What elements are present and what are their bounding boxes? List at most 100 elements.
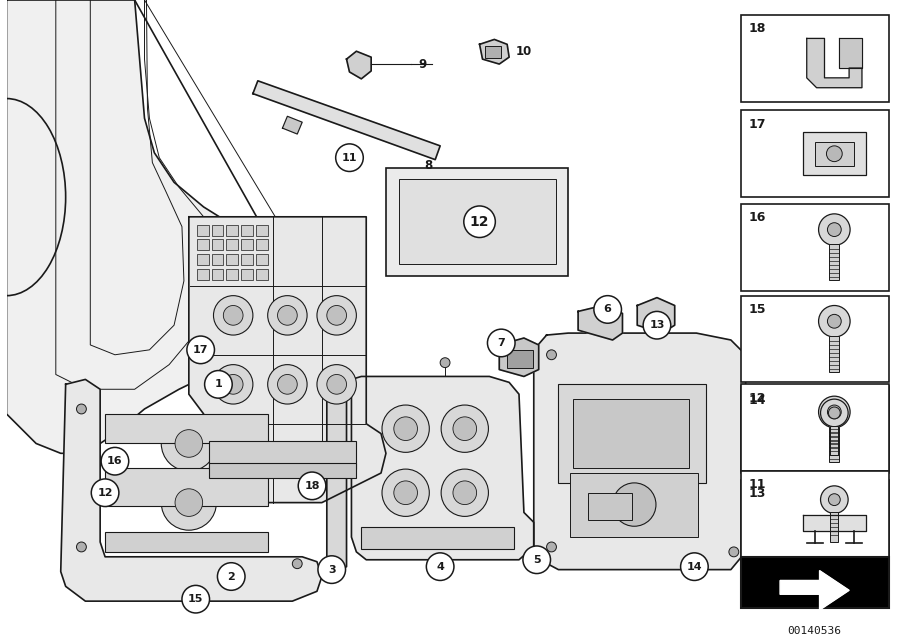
Circle shape: [218, 563, 245, 590]
Circle shape: [644, 312, 670, 339]
Polygon shape: [780, 570, 849, 610]
Polygon shape: [352, 377, 534, 560]
Bar: [241, 269, 253, 280]
Circle shape: [267, 296, 307, 335]
Bar: [209, 463, 356, 478]
Circle shape: [292, 559, 302, 569]
Circle shape: [523, 546, 551, 574]
Text: 13: 13: [649, 320, 664, 330]
Text: 2: 2: [228, 572, 235, 581]
Polygon shape: [637, 298, 675, 333]
Polygon shape: [803, 515, 866, 531]
Bar: [212, 240, 223, 251]
Polygon shape: [189, 217, 386, 502]
Circle shape: [440, 357, 450, 368]
Bar: [741, 480, 888, 567]
Bar: [212, 269, 223, 280]
Circle shape: [453, 481, 477, 504]
Bar: [831, 513, 838, 542]
Bar: [830, 427, 840, 462]
Polygon shape: [840, 38, 862, 68]
Text: 3: 3: [328, 565, 336, 574]
Polygon shape: [806, 38, 862, 88]
Text: 10: 10: [516, 45, 532, 58]
Text: 16: 16: [107, 456, 122, 466]
Circle shape: [827, 405, 842, 419]
Bar: [803, 132, 866, 176]
Circle shape: [277, 305, 297, 325]
Circle shape: [441, 405, 489, 452]
Circle shape: [394, 417, 418, 441]
Text: 18: 18: [749, 22, 766, 35]
Circle shape: [819, 396, 850, 427]
Circle shape: [594, 296, 622, 323]
Polygon shape: [283, 116, 302, 134]
Bar: [241, 225, 253, 235]
Text: 12: 12: [97, 488, 112, 498]
Circle shape: [213, 296, 253, 335]
Circle shape: [175, 489, 202, 516]
Polygon shape: [253, 81, 440, 160]
Bar: [256, 240, 267, 251]
Bar: [209, 441, 356, 469]
Circle shape: [821, 486, 848, 513]
Circle shape: [161, 416, 216, 471]
Text: 17: 17: [193, 345, 209, 355]
Bar: [830, 244, 840, 280]
Polygon shape: [480, 39, 509, 64]
Bar: [485, 46, 501, 58]
Bar: [197, 240, 209, 251]
Bar: [741, 384, 888, 471]
Circle shape: [488, 329, 515, 357]
Bar: [558, 384, 706, 483]
Text: 4: 4: [436, 562, 444, 572]
Circle shape: [317, 296, 356, 335]
Bar: [226, 269, 239, 280]
Circle shape: [223, 375, 243, 394]
Bar: [741, 111, 888, 197]
Text: 13: 13: [749, 487, 766, 501]
Text: 7: 7: [498, 338, 505, 348]
Bar: [241, 240, 253, 251]
Circle shape: [336, 144, 364, 172]
Bar: [256, 254, 267, 265]
Bar: [588, 493, 633, 520]
Polygon shape: [60, 380, 322, 601]
Bar: [212, 254, 223, 265]
Bar: [105, 468, 267, 506]
Bar: [256, 225, 267, 235]
Bar: [831, 425, 838, 455]
Circle shape: [182, 585, 210, 613]
Circle shape: [453, 417, 477, 441]
Text: 18: 18: [304, 481, 320, 491]
Text: 6: 6: [604, 305, 612, 314]
Bar: [741, 471, 888, 558]
Text: 15: 15: [188, 594, 203, 604]
Circle shape: [729, 547, 739, 556]
Bar: [741, 386, 888, 473]
Text: 8: 8: [424, 159, 432, 172]
Bar: [573, 399, 689, 468]
Text: 5: 5: [533, 555, 541, 565]
Bar: [226, 240, 239, 251]
Bar: [386, 167, 568, 276]
Circle shape: [394, 481, 418, 504]
Circle shape: [613, 483, 656, 526]
Circle shape: [187, 336, 214, 364]
Circle shape: [91, 479, 119, 506]
Text: 1: 1: [214, 379, 222, 389]
Bar: [361, 527, 514, 549]
Bar: [741, 204, 888, 291]
Circle shape: [546, 350, 556, 360]
Text: 14: 14: [749, 394, 766, 406]
Circle shape: [76, 404, 86, 414]
Circle shape: [827, 223, 842, 237]
Polygon shape: [346, 52, 371, 79]
Bar: [197, 254, 209, 265]
Circle shape: [826, 146, 842, 162]
Bar: [830, 336, 840, 371]
Text: 9: 9: [418, 57, 427, 71]
Circle shape: [223, 305, 243, 325]
Bar: [256, 269, 267, 280]
Bar: [105, 414, 267, 443]
